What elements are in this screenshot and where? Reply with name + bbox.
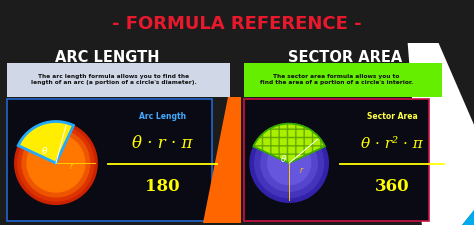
Text: Arc Length: Arc Length — [139, 112, 186, 122]
Text: 180: 180 — [145, 178, 180, 195]
Text: r: r — [70, 162, 73, 171]
FancyBboxPatch shape — [7, 63, 230, 97]
Polygon shape — [203, 97, 241, 223]
Circle shape — [250, 124, 328, 202]
Text: θ: θ — [281, 155, 286, 164]
Circle shape — [18, 125, 94, 201]
Text: The arc length formula allows you to find the
length of an arc (a portion of a c: The arc length formula allows you to fin… — [31, 74, 197, 85]
FancyBboxPatch shape — [244, 63, 442, 97]
Text: θ · r · π: θ · r · π — [132, 135, 192, 153]
FancyBboxPatch shape — [244, 99, 428, 221]
Wedge shape — [253, 124, 325, 163]
Polygon shape — [408, 43, 474, 225]
Wedge shape — [18, 122, 73, 163]
Polygon shape — [462, 210, 474, 225]
Text: Sector Area: Sector Area — [367, 112, 418, 122]
Circle shape — [22, 129, 90, 197]
Text: ARC LENGTH: ARC LENGTH — [55, 50, 160, 65]
Text: - FORMULA REFERENCE -: - FORMULA REFERENCE - — [112, 14, 362, 32]
Circle shape — [15, 122, 97, 204]
Text: θ: θ — [42, 147, 47, 156]
Text: The sector area formula allows you to
find the area of a portion of a circle's i: The sector area formula allows you to fi… — [260, 74, 413, 85]
Text: SECTOR AREA: SECTOR AREA — [288, 50, 402, 65]
Circle shape — [27, 134, 85, 192]
FancyBboxPatch shape — [7, 99, 212, 221]
Text: 360: 360 — [375, 178, 410, 195]
Text: θ · r² · π: θ · r² · π — [361, 137, 423, 151]
Circle shape — [268, 142, 310, 185]
Circle shape — [255, 129, 324, 198]
Circle shape — [261, 135, 317, 191]
Text: r: r — [300, 166, 303, 175]
